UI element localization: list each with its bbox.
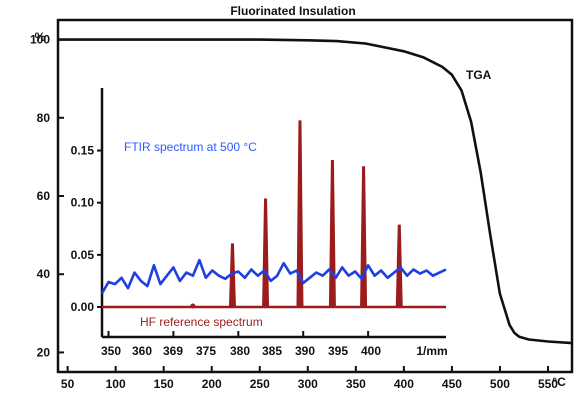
inset-y-tick-label: 0.10 xyxy=(71,196,95,210)
inset-y-tick-label: 0.00 xyxy=(71,300,95,314)
hf-peak xyxy=(228,243,236,307)
inset-x-tick-label: 1/mm xyxy=(416,344,447,358)
outer-x-axis-unit: °C xyxy=(552,375,566,389)
outer-x-tick-label: 550 xyxy=(538,377,558,391)
tga-series-group xyxy=(58,38,573,345)
tga-series-label: TGA xyxy=(466,68,492,82)
hf-peak xyxy=(395,224,403,307)
inset-x-tick-label: 395 xyxy=(328,344,348,358)
inset-axes: 0.00 0.05 0.10 0.15 350 360 369 375 380 385 390 395… xyxy=(71,88,448,358)
outer-x-tick-label: 100 xyxy=(106,377,126,391)
inset-series-group xyxy=(100,120,447,309)
ftir-series-label: FTIR spectrum at 500 °C xyxy=(124,140,257,154)
tga-line xyxy=(58,38,573,345)
outer-x-tick-label: 350 xyxy=(346,377,366,391)
hf-peak xyxy=(296,120,304,307)
inset-x-tick-label: 385 xyxy=(262,344,282,358)
outer-x-tick-label: 150 xyxy=(154,377,174,391)
outer-y-tick-label: 40 xyxy=(37,267,51,281)
hf-small-peak xyxy=(190,303,196,309)
outer-y-tick-label: 20 xyxy=(37,345,51,359)
outer-y-tick-label: 60 xyxy=(37,189,51,203)
inset-x-tick-label: 360 xyxy=(132,344,152,358)
outer-x-tick-label: 450 xyxy=(442,377,462,391)
outer-x-tick-label: 50 xyxy=(61,377,75,391)
outer-x-tick-label: 500 xyxy=(490,377,510,391)
outer-y-tick-label: 80 xyxy=(37,111,51,125)
inset-x-tick-label: 369 xyxy=(163,344,183,358)
ftir-line xyxy=(100,258,447,295)
inset-x-tick-label: 375 xyxy=(196,344,216,358)
outer-x-tick-label: 250 xyxy=(250,377,270,391)
chart-title: Fluorinated Insulation xyxy=(230,4,356,18)
outer-x-tick-label: 400 xyxy=(394,377,414,391)
inset-x-tick-label: 390 xyxy=(295,344,315,358)
inset-x-tick-label: 400 xyxy=(361,344,381,358)
hf-peak xyxy=(262,198,270,307)
outer-x-tick-label: 200 xyxy=(202,377,222,391)
inset-background xyxy=(102,88,446,328)
outer-x-tick-label: 300 xyxy=(298,377,318,391)
outer-y-axis-label: % xyxy=(35,30,46,44)
hf-series-label: HF reference spectrum xyxy=(140,315,263,329)
outer-y-tick-label: 100 xyxy=(30,33,50,47)
inset-x-tick-label: 350 xyxy=(101,344,121,358)
inset-y-tick-label: 0.15 xyxy=(71,144,95,158)
inset-y-tick-label: 0.05 xyxy=(71,248,95,262)
inset-x-tick-label: 380 xyxy=(230,344,250,358)
outer-axis-ticks: 50 100 150 200 250 300 350 400 450 500 550 20 40 60 80… xyxy=(30,33,558,391)
